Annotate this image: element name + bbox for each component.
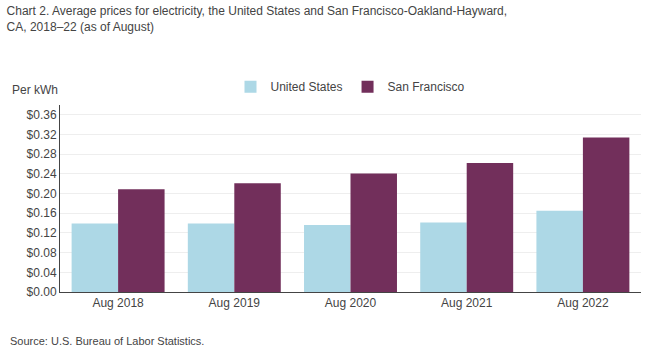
svg-text:Source: U.S. Bureau of Labor S: Source: U.S. Bureau of Labor Statistics. <box>10 335 204 347</box>
svg-text:Aug 2019: Aug 2019 <box>209 296 261 310</box>
svg-text:$0.12: $0.12 <box>27 226 57 240</box>
svg-text:Aug 2021: Aug 2021 <box>441 296 493 310</box>
svg-text:$0.00: $0.00 <box>27 285 57 299</box>
svg-text:$0.20: $0.20 <box>27 187 57 201</box>
svg-text:$0.16: $0.16 <box>27 206 57 220</box>
svg-text:$0.36: $0.36 <box>27 108 57 122</box>
svg-text:Per kWh: Per kWh <box>12 83 58 97</box>
svg-text:Aug 2020: Aug 2020 <box>325 296 377 310</box>
svg-text:$0.32: $0.32 <box>27 128 57 142</box>
svg-text:San Francisco: San Francisco <box>388 80 465 94</box>
svg-text:$0.08: $0.08 <box>27 246 57 260</box>
svg-text:Aug 2022: Aug 2022 <box>557 296 609 310</box>
svg-text:$0.28: $0.28 <box>27 147 57 161</box>
svg-text:Chart 2. Average prices for el: Chart 2. Average prices for electricity,… <box>7 4 507 34</box>
svg-text:United States: United States <box>271 80 343 94</box>
svg-text:$0.24: $0.24 <box>27 167 57 181</box>
svg-text:Aug 2018: Aug 2018 <box>92 296 144 310</box>
svg-text:$0.04: $0.04 <box>27 266 57 280</box>
